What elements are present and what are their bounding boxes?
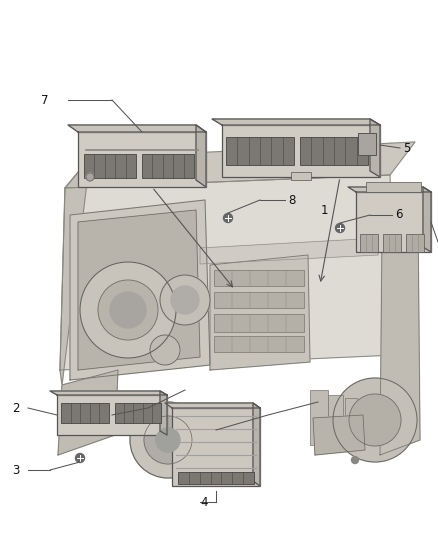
Bar xyxy=(310,390,328,445)
Bar xyxy=(178,472,254,484)
Polygon shape xyxy=(68,125,206,132)
Bar xyxy=(214,270,304,286)
Polygon shape xyxy=(60,158,90,385)
Bar xyxy=(222,125,380,177)
Polygon shape xyxy=(380,220,420,455)
Text: 2: 2 xyxy=(12,401,20,415)
Polygon shape xyxy=(200,238,380,264)
Circle shape xyxy=(223,214,233,222)
Circle shape xyxy=(349,394,401,446)
Bar xyxy=(358,133,376,155)
Circle shape xyxy=(150,335,180,365)
Circle shape xyxy=(352,456,358,464)
Circle shape xyxy=(98,280,158,340)
Bar xyxy=(328,395,343,445)
Bar xyxy=(214,314,304,332)
Polygon shape xyxy=(212,119,380,125)
Polygon shape xyxy=(65,142,415,188)
Bar xyxy=(172,408,260,486)
Bar xyxy=(214,336,304,352)
Circle shape xyxy=(130,402,206,478)
Text: 6: 6 xyxy=(395,208,403,222)
Circle shape xyxy=(171,286,199,314)
Bar xyxy=(406,234,424,252)
Polygon shape xyxy=(348,187,431,192)
Circle shape xyxy=(333,378,417,462)
Polygon shape xyxy=(58,370,118,455)
Text: 5: 5 xyxy=(403,141,410,155)
Text: 3: 3 xyxy=(12,464,19,477)
Polygon shape xyxy=(165,403,260,408)
Text: 4: 4 xyxy=(200,496,208,508)
Bar xyxy=(78,132,206,187)
Text: 1: 1 xyxy=(321,204,328,216)
Circle shape xyxy=(80,262,176,358)
Polygon shape xyxy=(253,403,260,486)
Polygon shape xyxy=(210,255,310,370)
Polygon shape xyxy=(370,119,380,177)
Circle shape xyxy=(86,173,94,181)
Polygon shape xyxy=(196,125,206,187)
Circle shape xyxy=(144,416,192,464)
Polygon shape xyxy=(78,210,200,370)
Polygon shape xyxy=(160,391,167,435)
Bar xyxy=(366,182,421,192)
Bar xyxy=(226,137,294,165)
Bar xyxy=(115,403,161,423)
Polygon shape xyxy=(60,175,395,370)
Circle shape xyxy=(336,223,345,232)
Bar xyxy=(300,137,368,165)
Bar xyxy=(214,292,304,308)
Bar xyxy=(142,154,194,178)
Bar xyxy=(356,192,431,252)
Bar xyxy=(57,395,167,435)
Polygon shape xyxy=(423,187,431,252)
Text: 8: 8 xyxy=(288,193,295,206)
Polygon shape xyxy=(50,391,167,395)
Text: 7: 7 xyxy=(40,93,48,107)
Polygon shape xyxy=(313,415,365,455)
Bar xyxy=(61,403,109,423)
Polygon shape xyxy=(70,200,210,380)
Bar xyxy=(345,398,357,440)
Bar xyxy=(383,234,401,252)
Bar xyxy=(84,154,136,178)
Bar xyxy=(291,172,311,180)
Circle shape xyxy=(75,454,85,463)
Circle shape xyxy=(110,292,146,328)
Bar xyxy=(360,234,378,252)
Circle shape xyxy=(156,428,180,452)
Circle shape xyxy=(160,275,210,325)
